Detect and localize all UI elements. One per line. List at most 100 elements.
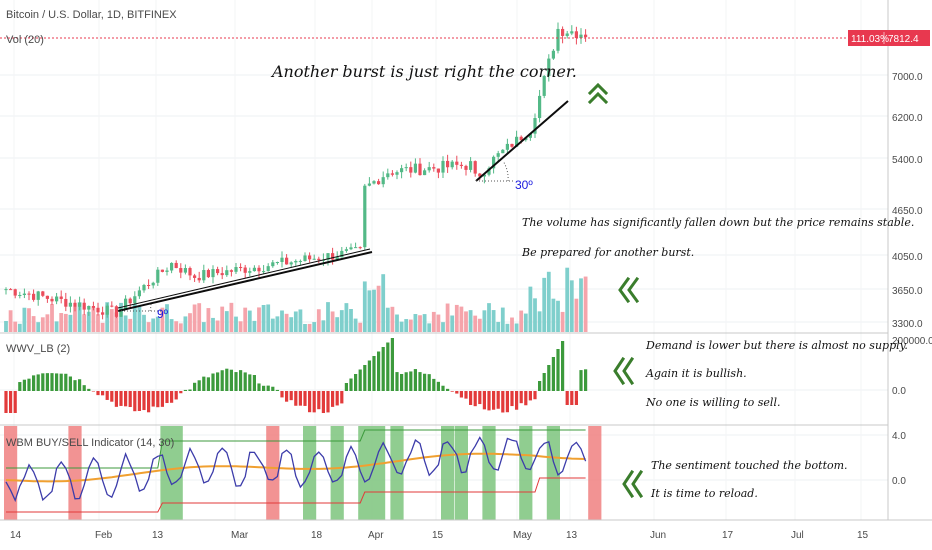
candle [377, 181, 381, 185]
candle [570, 31, 574, 34]
wwv-bar [565, 391, 569, 405]
wwv-bar [142, 391, 146, 411]
time-tick: Jun [650, 530, 666, 541]
price-tick-3650: 3650.0 [892, 286, 923, 297]
candle [436, 168, 440, 173]
wwv-bar [404, 372, 408, 391]
volume-bar [307, 323, 312, 332]
volume-bar [459, 306, 464, 332]
candle [464, 165, 468, 170]
wwv-bar [492, 391, 496, 410]
signal-band [330, 426, 344, 520]
wwv-bar [423, 373, 427, 391]
wwv-bar [119, 391, 123, 406]
candle [220, 273, 224, 276]
candle [331, 253, 335, 260]
candle [179, 268, 183, 273]
candle [124, 298, 128, 309]
candle [45, 295, 49, 299]
double-chevron-left-icon [618, 276, 640, 304]
time-tick: Jul [791, 530, 804, 541]
volume-bar [312, 322, 317, 332]
wwv-bar [252, 375, 256, 391]
candle [216, 269, 220, 274]
volume-bar [445, 303, 450, 332]
volume-bar [146, 322, 151, 332]
time-tick: 15 [432, 530, 444, 541]
candle [257, 267, 261, 272]
wwv-bar [349, 378, 353, 391]
candle [561, 28, 565, 36]
volume-bar [546, 271, 551, 332]
candle [9, 289, 13, 291]
volume-bar [441, 322, 445, 332]
candle [367, 183, 371, 186]
volume-bar [565, 267, 570, 332]
candle [114, 306, 118, 317]
wwv-bar [298, 391, 302, 406]
candle [584, 34, 588, 38]
volume-bar [192, 304, 197, 332]
volume-bar [109, 309, 114, 332]
wwv-bar [326, 391, 330, 413]
candle [156, 269, 160, 283]
candle [64, 298, 68, 307]
volume-bar [188, 313, 192, 332]
wwv-bar [124, 391, 128, 407]
candle [542, 76, 546, 96]
volume-bar [326, 302, 330, 332]
wwv-bar [542, 373, 546, 391]
candle [579, 34, 583, 38]
wwv-bar [82, 385, 86, 391]
wwv-bar [354, 374, 358, 391]
candle [87, 305, 91, 310]
wwv-bar [225, 368, 229, 391]
candle [538, 95, 542, 119]
wwv-bar [285, 391, 289, 402]
wwv-bar [331, 391, 335, 407]
wwv-bar [317, 391, 321, 410]
candle [206, 270, 210, 278]
signal-band [441, 426, 455, 520]
candle [211, 269, 215, 278]
candle [18, 295, 22, 297]
badge-price: 7812.4 [888, 34, 919, 45]
price-tick-4050: 4050.0 [892, 252, 923, 263]
volume-bar [353, 318, 358, 332]
wwv-bar [133, 391, 137, 412]
candle [404, 167, 408, 169]
candle [482, 174, 486, 177]
candle [151, 282, 155, 286]
volume-bar [500, 307, 505, 332]
volume-bar [17, 323, 22, 332]
candle [505, 143, 509, 150]
volume-bar [261, 304, 266, 332]
wwv-bar [528, 391, 532, 401]
volume-bar [82, 314, 87, 332]
volume-bar [174, 321, 179, 332]
candle [372, 181, 376, 184]
candle [188, 268, 192, 276]
angle-large: 30º [515, 178, 533, 192]
candle [50, 298, 54, 302]
wwv-bar [206, 377, 210, 391]
signal-band [266, 426, 280, 520]
wwv-bar [156, 391, 160, 408]
wwv-bar [547, 365, 551, 391]
wwv-bar [294, 391, 298, 406]
volume-bar [45, 314, 50, 332]
volume-bar [68, 314, 73, 332]
price-badge: 111.03% 7812.4 [848, 30, 930, 46]
volume-bar [100, 322, 105, 332]
wbm-label: WBM BUY/SELL Indicator (14, 30) [6, 437, 174, 449]
volume-bar [330, 311, 335, 332]
volume-bar [201, 322, 206, 332]
volume-bar [229, 302, 234, 332]
wwv-bar [469, 391, 473, 405]
candle [478, 173, 482, 177]
wwv-bar [464, 391, 468, 399]
wwv-bar [22, 379, 26, 391]
candle [229, 270, 233, 272]
volume-bar [59, 313, 64, 332]
